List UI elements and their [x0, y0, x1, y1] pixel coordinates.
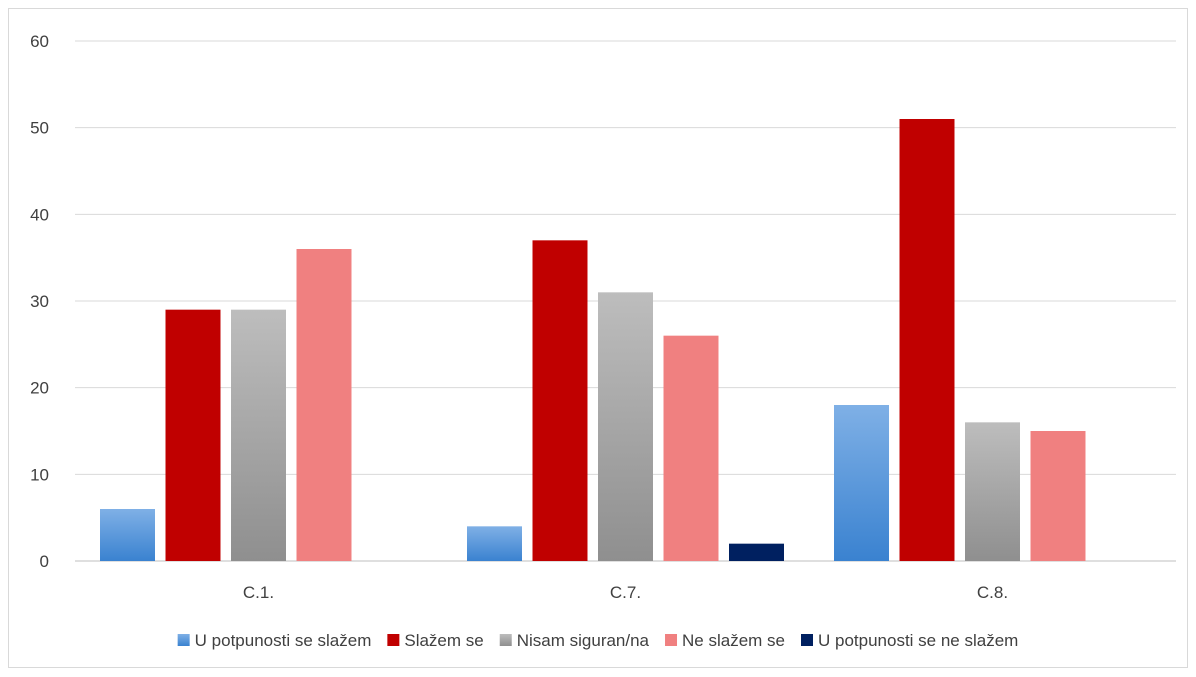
legend-item: U potpunosti se slažem	[177, 631, 372, 650]
y-tick-label: 0	[40, 552, 49, 571]
bar	[834, 405, 889, 561]
legend-swatch	[499, 634, 512, 646]
legend: U potpunosti se slažem Slažem se Nisam sig…	[177, 631, 1018, 650]
x-tick-label: C.8.	[977, 583, 1008, 602]
bar	[1030, 431, 1086, 561]
legend-label: Slažem se	[404, 631, 483, 650]
bar	[532, 240, 588, 562]
legend-label: Nisam siguran/na	[517, 631, 650, 650]
y-tick-label: 20	[30, 379, 49, 398]
legend-item: Slažem se	[387, 631, 484, 650]
x-tick-label: C.1.	[243, 583, 274, 602]
bar	[296, 249, 352, 561]
y-tick-label: 60	[30, 32, 49, 51]
bar	[598, 292, 653, 561]
bar	[100, 509, 155, 561]
bar	[231, 309, 286, 561]
legend-label: U potpunosti se ne slažem	[818, 631, 1018, 650]
bar	[899, 119, 955, 561]
legend-swatch	[801, 634, 813, 646]
bars	[100, 119, 1086, 562]
y-tick-label: 30	[30, 292, 49, 311]
legend-item: Nisam siguran/na	[499, 631, 650, 650]
bar	[729, 543, 784, 561]
legend-item: U potpunosti se ne slažem	[801, 631, 1018, 650]
x-tick-label: C.7.	[610, 583, 641, 602]
y-tick-label: 10	[30, 465, 49, 484]
bar	[467, 526, 522, 561]
bar	[663, 335, 719, 561]
y-tick-label: 50	[30, 119, 49, 138]
x-axis-ticks: C.1. C.7. C.8.	[243, 583, 1008, 602]
legend-swatch	[387, 634, 400, 646]
y-axis-ticks: 0 10 20 30 40 50 60	[30, 32, 49, 571]
legend-item: Ne slažem se	[665, 631, 785, 650]
legend-label: Ne slažem se	[682, 631, 785, 650]
legend-swatch	[665, 634, 678, 646]
y-tick-label: 40	[30, 205, 49, 224]
legend-swatch	[177, 634, 190, 646]
legend-label: U potpunosti se slažem	[195, 631, 372, 650]
bar	[165, 309, 221, 561]
bar	[965, 422, 1020, 561]
